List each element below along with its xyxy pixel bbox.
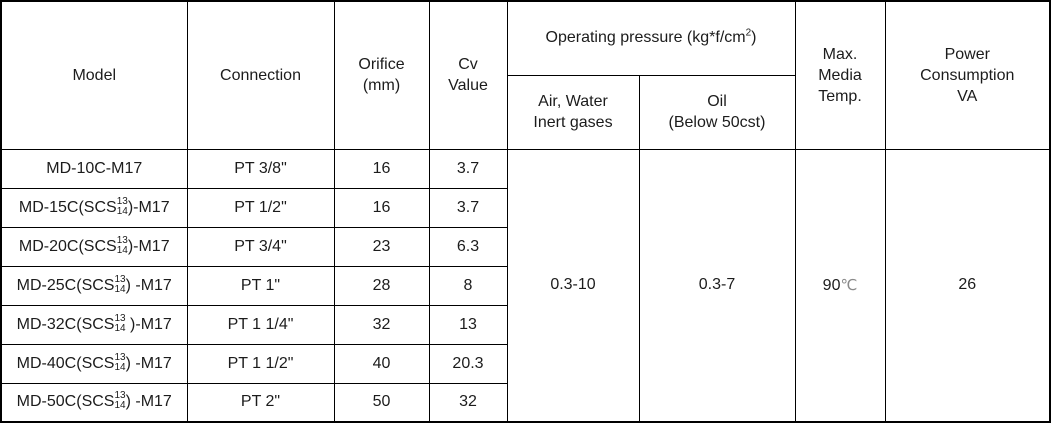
max-temp-value: 90 [822, 276, 841, 294]
connection-cell: PT 1 1/2" [186, 343, 335, 384]
cv-value-cell: 3.7 [428, 187, 508, 228]
model-grade-top: 13 [114, 390, 126, 402]
model-grade-stack: 13 14 [114, 351, 126, 373]
orifice-cell: 23 [333, 226, 430, 267]
model-suffix: ) -M17 [125, 393, 172, 411]
orifice-cell: 32 [333, 304, 430, 345]
table-row: MD-50C(SCS 13 14) -M17 PT 2" 50 32 [0, 382, 1050, 423]
model-text: MD-15C(SCS [18, 198, 117, 216]
connection-cell: PT 1" [186, 265, 335, 306]
model-cell: MD-32C(SCS 13 14 )-M17 [0, 304, 188, 345]
model-suffix: ) -M17 [125, 354, 172, 372]
header-air-water: Air, Water Inert gases [506, 74, 640, 150]
table-row: MD-40C(SCS 13 14) -M17 PT 1 1/2" 40 20.3 [0, 343, 1050, 384]
header-power-consumption: Power Consumption VA [884, 0, 1051, 150]
connection-cell: PT 3/8" [186, 148, 335, 189]
model-cell: MD-20C(SCS 13 14)-M17 [0, 226, 188, 267]
connection-cell: PT 2" [186, 382, 335, 423]
celsius-unit: ℃ [840, 276, 858, 294]
header-row-top: Model Connection Orifice (mm) Cv Value O… [0, 0, 1051, 150]
model-text: MD-40C(SCS [16, 354, 115, 372]
header-orifice: Orifice (mm) [333, 0, 430, 150]
model-grade-bottom: 14 [116, 205, 128, 217]
header-max-media-temp: Max. Media Temp. [794, 0, 886, 150]
orifice-cell: 16 [333, 187, 430, 228]
header-connection: Connection [186, 0, 335, 150]
cv-value-cell: 8 [428, 265, 508, 306]
cv-value-cell: 6.3 [428, 226, 508, 267]
orifice-cell: 16 [333, 148, 430, 189]
orifice-cell: 40 [333, 343, 430, 384]
model-suffix: ) -M17 [125, 276, 172, 294]
cv-value-cell: 32 [428, 382, 508, 423]
table-row: MD-25C(SCS 13 14) -M17 PT 1" 28 8 [0, 265, 1050, 306]
model-grade-stack: 13 14 [116, 195, 128, 217]
table-row: MD-20C(SCS 13 14)-M17 PT 3/4" 23 6.3 [0, 226, 1050, 267]
cv-value-cell: 20.3 [428, 343, 508, 384]
operating-pressure-superscript: 2 [745, 27, 752, 39]
model-grade-bottom: 14 [114, 400, 126, 412]
operating-pressure-close-paren: ) [751, 29, 757, 47]
model-grade-top: 13 [114, 273, 126, 285]
table-row: MD-32C(SCS 13 14 )-M17 PT 1 1/4" 32 13 [0, 304, 1050, 345]
orifice-cell: 50 [333, 382, 430, 423]
model-grade-stack: 13 14 [114, 273, 126, 295]
connection-cell: PT 3/4" [186, 226, 335, 267]
header-model: Model [0, 0, 188, 150]
model-grade-bottom: 14 [116, 244, 128, 256]
model-grade-top: 13 [114, 351, 126, 363]
header-cv-value: Cv Value [428, 0, 508, 150]
model-cell: MD-25C(SCS 13 14) -M17 [0, 265, 188, 306]
model-suffix: )-M17 [125, 315, 172, 333]
model-text: MD-10C-M17 [46, 159, 143, 177]
model-suffix: )-M17 [127, 237, 170, 255]
model-grade-bottom: 14 [114, 361, 126, 373]
air-water-pressure-cell: 0.3-10 [506, 148, 640, 423]
model-text: MD-25C(SCS [16, 276, 115, 294]
cv-value-cell: 13 [428, 304, 508, 345]
model-cell: MD-50C(SCS 13 14) -M17 [0, 382, 188, 423]
cv-value-cell: 3.7 [428, 148, 508, 189]
model-grade-stack: 13 14 [114, 391, 125, 411]
model-grade-stack: 13 14 [116, 234, 128, 256]
header-operating-pressure: Operating pressure (kg*f/cm2) [506, 0, 796, 76]
power-consumption-cell: 26 [884, 148, 1051, 423]
table-row: MD-10C-M17 PT 3/8" 16 3.7 0.3-10 0.3-7 9… [0, 148, 1051, 423]
max-media-temp-cell: 90℃ [794, 148, 886, 423]
model-grade-top: 13 [114, 312, 126, 324]
header-oil: Oil (Below 50cst) [638, 74, 796, 150]
model-text: MD-32C(SCS [16, 315, 115, 333]
connection-cell: PT 1 1/4" [186, 304, 335, 345]
model-grade-top: 13 [116, 195, 128, 207]
model-grade-stack: 13 14 [114, 312, 126, 334]
orifice-cell: 28 [333, 265, 430, 306]
model-grade-top: 13 [116, 234, 128, 246]
model-grade-bottom: 14 [114, 322, 126, 334]
model-text: MD-20C(SCS [18, 237, 117, 255]
model-cell: MD-40C(SCS 13 14) -M17 [0, 343, 188, 384]
operating-pressure-text: Operating pressure (kg*f/cm [545, 29, 746, 47]
model-cell: MD-15C(SCS 13 14)-M17 [0, 187, 188, 228]
header-row-sub: Air, Water Inert gases Oil (Below 50cst) [1, 74, 1050, 150]
oil-pressure-cell: 0.3-7 [638, 148, 796, 423]
model-suffix: )-M17 [127, 198, 170, 216]
model-cell: MD-10C-M17 [0, 148, 188, 189]
connection-cell: PT 1/2" [186, 187, 335, 228]
model-text: MD-50C(SCS [16, 393, 115, 411]
model-grade-bottom: 14 [114, 283, 126, 295]
